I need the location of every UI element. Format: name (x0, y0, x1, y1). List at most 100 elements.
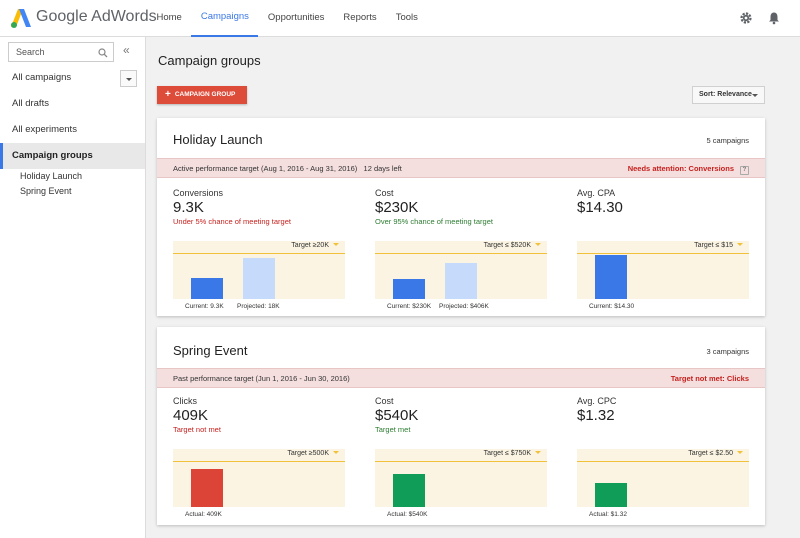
bar-caption: Actual: 409K (185, 511, 222, 518)
chart-bar (595, 483, 627, 507)
add-campaign-group-button[interactable]: + CAMPAIGN GROUP (157, 86, 247, 104)
metric-value: $14.30 (577, 199, 623, 216)
metric-note: Target met (375, 425, 411, 434)
target-label[interactable]: Target ≤ $15 (694, 242, 743, 249)
metric-chart: Target ≤ $2.50 (577, 449, 749, 507)
campaign-group-card: Holiday Launch 5 campaigns Active perfor… (157, 118, 765, 316)
target-text: Target ≤ $15 (694, 242, 733, 249)
metric-label: Cost (375, 396, 394, 406)
chart-bar (243, 258, 275, 299)
chevron-down-icon (737, 243, 743, 246)
target-period: Past performance target (Jun 1, 2016 - J… (173, 374, 350, 383)
target-label[interactable]: Target ≤ $750K (484, 450, 541, 457)
metric-value: $540K (375, 407, 419, 424)
campaign-count[interactable]: 3 campaigns (706, 347, 749, 356)
chevron-down-icon (333, 451, 339, 454)
target-line (577, 461, 749, 462)
search-placeholder: Search (16, 47, 45, 57)
metric-chart: Target ≥500K (173, 449, 345, 507)
chevron-down-icon (737, 451, 743, 454)
metric-value: $230K (375, 199, 419, 216)
bar-caption: Current: $14.30 (589, 303, 635, 310)
sidebar-item-all-experiments[interactable]: All experiments (12, 124, 77, 135)
nav-home[interactable]: Home (156, 12, 182, 23)
main-nav: Home Campaigns Opportunities Reports Too… (147, 0, 427, 37)
all-campaigns-dropdown-button[interactable] (120, 70, 137, 87)
chart-bar (393, 279, 425, 299)
plus-icon: + (165, 89, 171, 100)
metric-chart: Target ≥20K (173, 241, 345, 299)
brand-name[interactable]: Google AdWords (36, 8, 157, 25)
performance-target-banner: Active performance target (Aug 1, 2016 -… (157, 158, 765, 178)
metric-chart: Target ≤ $750K (375, 449, 547, 507)
metric-label: Clicks (173, 396, 197, 406)
status-badge: Target not met: Clicks (670, 374, 749, 383)
collapse-sidebar-icon[interactable]: « (123, 43, 130, 57)
sidebar-item-all-drafts[interactable]: All drafts (12, 98, 49, 109)
search-icon (98, 48, 108, 58)
campaign-group-card: Spring Event 3 campaigns Past performanc… (157, 327, 765, 525)
target-label[interactable]: Target ≥20K (291, 242, 339, 249)
page-title: Campaign groups (158, 53, 261, 68)
nav-opportunities[interactable]: Opportunities (267, 12, 325, 23)
sort-dropdown[interactable]: Sort: Relevance (692, 86, 765, 104)
target-line (375, 253, 547, 254)
sidebar: Search « All campaigns All drafts All ex… (0, 37, 146, 538)
chevron-down-icon (535, 451, 541, 454)
target-label[interactable]: Target ≥500K (287, 450, 339, 457)
metric-label: Conversions (173, 188, 224, 198)
target-line (173, 461, 345, 462)
group-name[interactable]: Holiday Launch (173, 132, 263, 147)
gear-icon[interactable] (739, 11, 753, 25)
chart-bar (393, 474, 425, 507)
chart-bar (191, 469, 223, 507)
chevron-down-icon (333, 243, 339, 246)
bar-caption: Actual: $540K (387, 511, 428, 518)
target-text: Target ≥500K (287, 450, 329, 457)
metric-label: Avg. CPC (577, 396, 617, 406)
chart-bar (595, 255, 627, 299)
bar-caption: Projected: $406K (439, 303, 489, 310)
target-text: Target ≥20K (291, 242, 329, 249)
target-line (375, 461, 547, 462)
metric-value: 409K (173, 407, 209, 424)
metric-note: Under 5% chance of meeting target (173, 217, 291, 226)
chevron-down-icon (535, 243, 541, 246)
metric-value: $1.32 (577, 407, 615, 424)
help-icon[interactable]: ? (740, 166, 749, 175)
group-name[interactable]: Spring Event (173, 343, 248, 358)
metric-label: Avg. CPA (577, 188, 616, 198)
nav-tools[interactable]: Tools (395, 12, 418, 23)
nav-reports[interactable]: Reports (343, 12, 377, 23)
metric-value: 9.3K (173, 199, 204, 216)
bar-caption: Current: $230K (387, 303, 432, 310)
top-bar: Google AdWords Home Campaigns Opportunit… (0, 0, 800, 37)
bar-caption: Current: 9.3K (185, 303, 224, 310)
target-text: Target ≤ $2.50 (688, 450, 733, 457)
sidebar-item-campaign-groups[interactable]: Campaign groups (0, 143, 145, 169)
target-text: Target ≤ $750K (483, 450, 531, 457)
performance-target-banner: Past performance target (Jun 1, 2016 - J… (157, 368, 765, 388)
sidebar-subitem-spring-event[interactable]: Spring Event (20, 186, 72, 196)
status-badge: Needs attention: Conversions? (628, 164, 749, 175)
search-input[interactable]: Search (8, 42, 114, 62)
sidebar-item-all-campaigns[interactable]: All campaigns (12, 72, 72, 83)
metric-note: Over 95% chance of meeting target (375, 217, 493, 226)
metric-chart: Target ≤ $520K (375, 241, 547, 299)
bell-icon[interactable] (767, 11, 781, 25)
metric-note: Target not met (173, 425, 221, 434)
sidebar-subitem-holiday-launch[interactable]: Holiday Launch (20, 171, 83, 181)
target-text: Target ≤ $520K (483, 242, 531, 249)
bar-caption: Projected: 18K (237, 303, 280, 310)
adwords-logo-icon (11, 9, 31, 28)
bar-caption: Actual: $1.32 (589, 511, 627, 518)
campaign-count[interactable]: 5 campaigns (706, 136, 749, 145)
needs-attention-label: Needs attention: Conversions (627, 164, 734, 173)
target-period: Active performance target (Aug 1, 2016 -… (173, 164, 402, 173)
metric-chart: Target ≤ $15 (577, 241, 749, 299)
target-label[interactable]: Target ≤ $520K (484, 242, 541, 249)
target-label[interactable]: Target ≤ $2.50 (688, 450, 743, 457)
chart-bar (191, 278, 223, 299)
sort-label: Sort: Relevance (699, 91, 752, 98)
nav-campaigns[interactable]: Campaigns (191, 0, 259, 37)
